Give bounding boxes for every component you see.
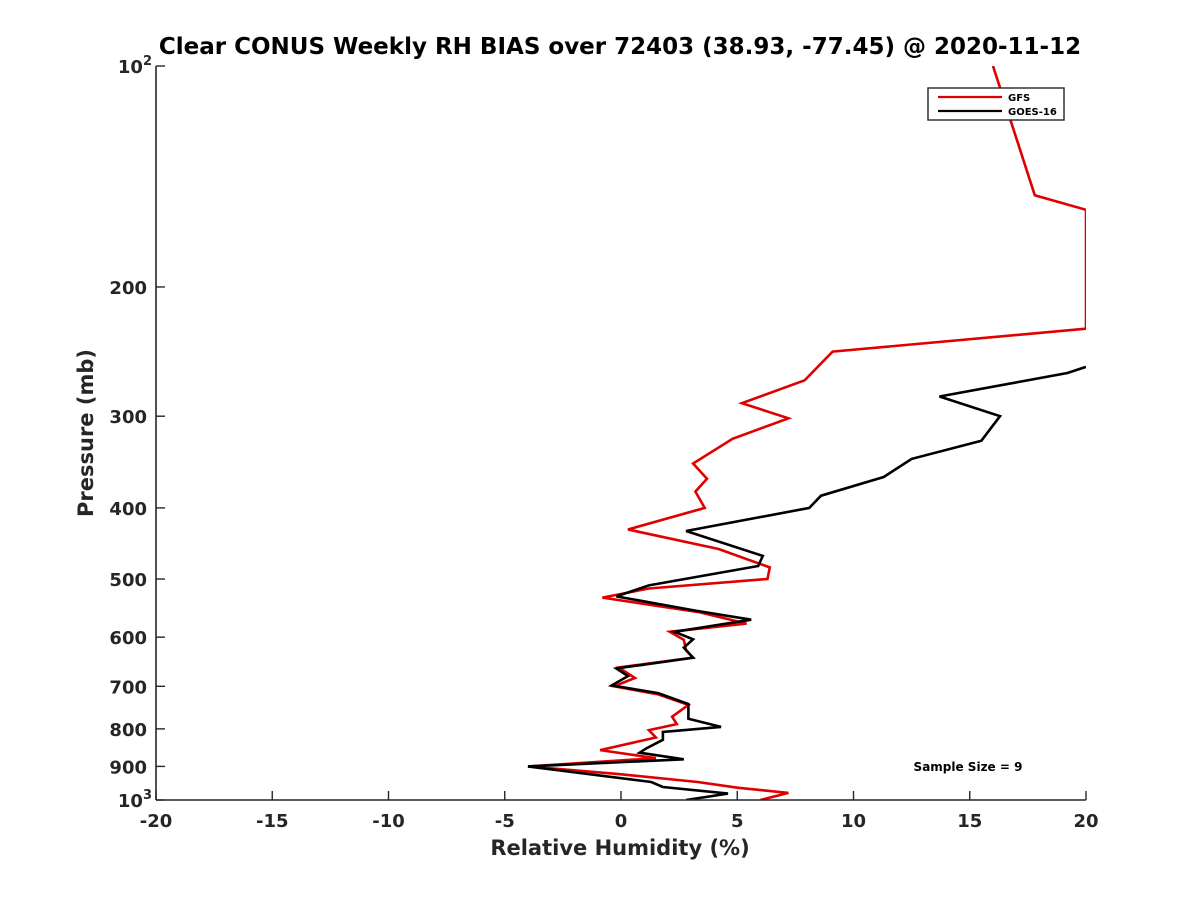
legend: GFS GOES-16 [927,87,1065,121]
x-tick-label: 5 [731,811,744,832]
chart-title: Clear CONUS Weekly RH BIAS over 72403 (3… [159,34,1081,60]
x-tick-label: 15 [957,811,982,832]
y-tick-label: 500 [109,570,147,591]
y-tick-label: 400 [109,499,147,520]
y-tick-label: 200 [109,278,147,299]
x-tick-label: 20 [1073,811,1098,832]
y-tick-label: 102 [118,54,152,78]
sample-size-annotation: Sample Size = 9 [914,760,1023,774]
x-tick-label: -10 [372,811,405,832]
legend-label: GOES-16 [1008,107,1057,118]
series-lines [527,66,1086,800]
x-tick-label: 0 [615,811,628,832]
plot-area: -20 -15 -10 -5 0 5 10 15 20 102 200 300 400 500 600 700… [109,54,1098,832]
x-tick-label: -15 [256,811,289,832]
y-tick-label: 900 [109,757,147,778]
x-tick-label: 10 [841,811,866,832]
x-tick-label: -20 [140,811,173,832]
y-tick-label: 600 [109,628,147,649]
series-line-goes-16 [527,365,1086,800]
x-axis-label: Relative Humidity (%) [490,836,749,860]
y-tick-label: 103 [118,788,152,812]
y-tick-label: 800 [109,720,147,741]
y-axis-label: Pressure (mb) [74,349,98,517]
x-tick-label: -5 [495,811,515,832]
y-tick-label: 300 [109,407,147,428]
legend-box [927,87,1065,121]
y-tick-label: 700 [109,677,147,698]
legend-label: GFS [1008,93,1030,104]
